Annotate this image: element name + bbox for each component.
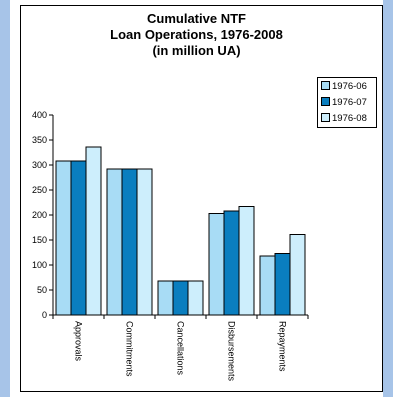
bar-approvals-1976-06 bbox=[55, 160, 72, 316]
chart-panel: Cumulative NTF Loan Operations, 1976-200… bbox=[10, 0, 383, 397]
y-tick-label: 300 bbox=[32, 160, 47, 170]
x-category-label: Disbursements bbox=[227, 321, 237, 382]
bar-chart: 0 50 100 150 200 250 300 350 400 Approvals Commitm… bbox=[32, 110, 309, 382]
y-tick-label: 350 bbox=[32, 135, 47, 145]
legend-label-1976-07: 1976-07 bbox=[332, 97, 367, 108]
chart-title-line-2: Loan Operations, 1976-2008 bbox=[110, 27, 283, 42]
legend-swatch-1976-07 bbox=[321, 96, 330, 106]
x-category-label: Commitments bbox=[125, 321, 135, 377]
bar-disbursements-1976-06 bbox=[208, 213, 225, 316]
y-tick-label: 400 bbox=[32, 110, 47, 120]
legend-label-1976-06: 1976-06 bbox=[332, 81, 367, 92]
chart-border bbox=[20, 5, 383, 392]
bar-repayments-1976-07 bbox=[274, 253, 291, 316]
y-tick-label: 150 bbox=[32, 235, 47, 245]
legend: 1976-06 1976-07 1976-08 bbox=[317, 77, 377, 128]
bar-disbursements-1976-08 bbox=[238, 206, 255, 316]
y-tick-label: 50 bbox=[37, 285, 47, 295]
chart-title-line-3: (in million UA) bbox=[152, 43, 241, 58]
legend-swatch-1976-08 bbox=[321, 112, 330, 122]
x-category-label: Approvals bbox=[74, 321, 84, 362]
chart-title-line-1: Cumulative NTF bbox=[147, 11, 246, 26]
bar-cancellations-1976-08 bbox=[187, 280, 204, 316]
legend-label-1976-08: 1976-08 bbox=[332, 113, 367, 124]
legend-swatch-1976-06 bbox=[321, 80, 330, 90]
bar-repayments-1976-08 bbox=[289, 234, 306, 316]
y-tick-label: 200 bbox=[32, 210, 47, 220]
bar-cancellations-1976-06 bbox=[157, 280, 174, 316]
bar-cancellations-1976-07 bbox=[172, 280, 189, 316]
y-tick-label: 100 bbox=[32, 260, 47, 270]
x-category-label: Repayments bbox=[278, 321, 288, 372]
bar-commitments-1976-07 bbox=[121, 168, 138, 316]
legend-item-1976-07: 1976-07 bbox=[321, 96, 367, 109]
bar-approvals-1976-07 bbox=[70, 160, 87, 316]
bar-approvals-1976-08 bbox=[85, 146, 102, 316]
y-tick-label: 250 bbox=[32, 185, 47, 195]
bar-disbursements-1976-07 bbox=[223, 210, 240, 316]
y-tick-label: 0 bbox=[42, 310, 47, 320]
bar-commitments-1976-06 bbox=[106, 168, 123, 316]
bar-repayments-1976-06 bbox=[259, 255, 276, 316]
x-category-label: Cancellations bbox=[176, 321, 186, 376]
legend-item-1976-08: 1976-08 bbox=[321, 112, 367, 125]
legend-item-1976-06: 1976-06 bbox=[321, 80, 367, 93]
bar-commitments-1976-08 bbox=[136, 168, 153, 316]
